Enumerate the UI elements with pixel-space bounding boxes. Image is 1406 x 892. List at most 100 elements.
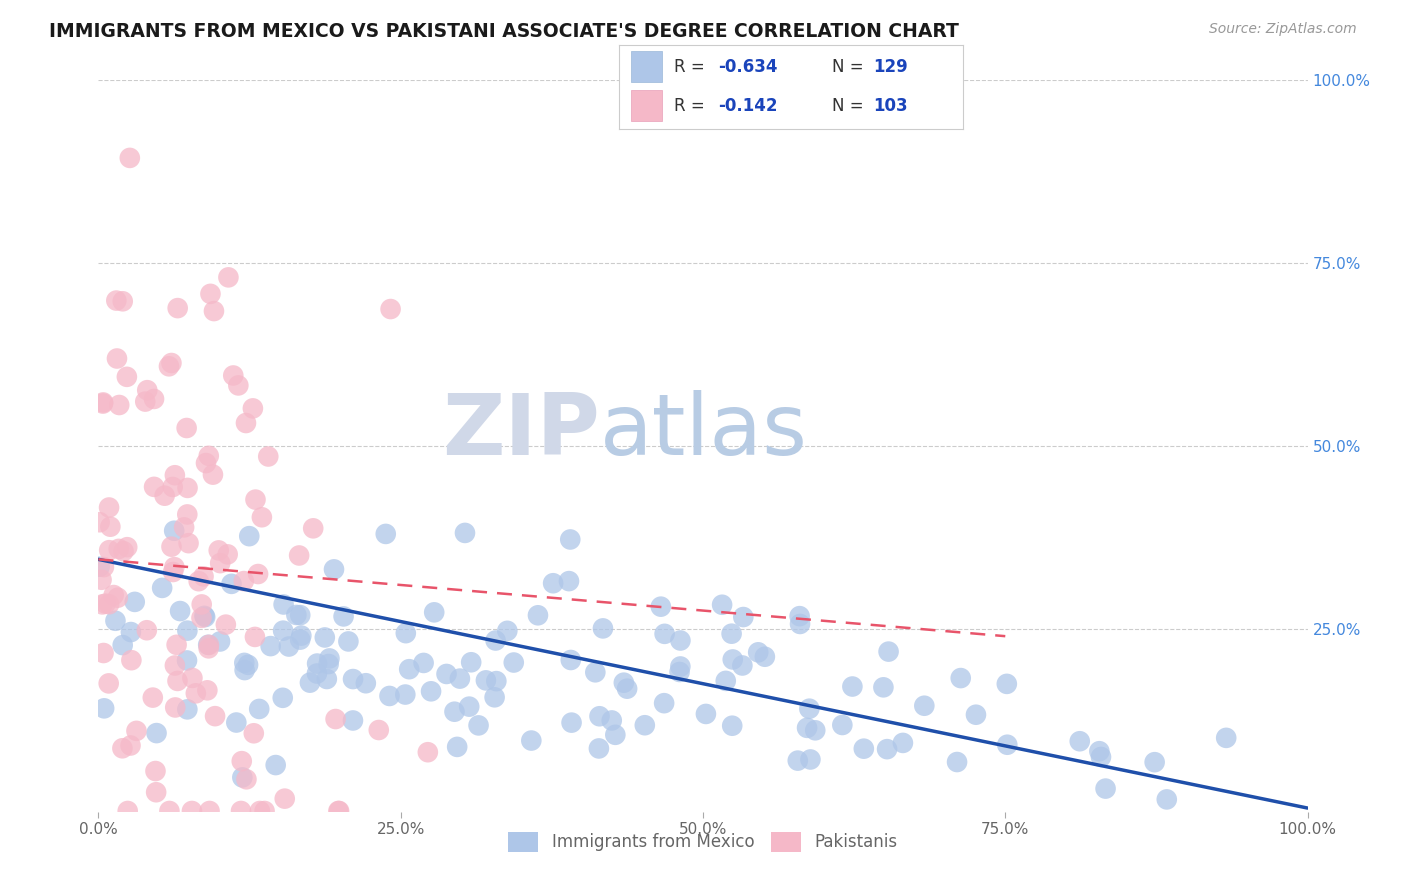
- Point: [337, 634, 360, 648]
- Point: [193, 569, 215, 583]
- Point: [249, 804, 271, 818]
- Point: [520, 733, 543, 747]
- Point: [613, 675, 636, 690]
- Point: [274, 791, 297, 805]
- Point: [416, 745, 439, 759]
- Point: [166, 673, 188, 688]
- Point: [163, 524, 186, 538]
- Point: [277, 640, 299, 654]
- Point: [380, 301, 402, 316]
- Point: [111, 294, 134, 309]
- Point: [374, 527, 396, 541]
- Point: [197, 641, 219, 656]
- Point: [150, 581, 173, 595]
- Point: [436, 667, 458, 681]
- Point: [484, 633, 506, 648]
- Point: [354, 676, 377, 690]
- Point: [198, 804, 221, 818]
- Point: [201, 467, 224, 482]
- Point: [165, 700, 187, 714]
- Point: [475, 673, 498, 688]
- Point: [159, 804, 181, 818]
- Legend: Immigrants from Mexico, Pakistanis: Immigrants from Mexico, Pakistanis: [502, 826, 904, 858]
- Point: [298, 675, 321, 690]
- Point: [107, 541, 129, 556]
- Point: [89, 559, 111, 574]
- Text: 129: 129: [873, 58, 908, 76]
- Point: [118, 151, 141, 165]
- Point: [669, 659, 692, 673]
- Text: atlas: atlas: [600, 390, 808, 473]
- Point: [250, 510, 273, 524]
- Point: [91, 396, 114, 410]
- Point: [1090, 750, 1112, 764]
- Point: [229, 804, 252, 818]
- Point: [163, 658, 186, 673]
- Point: [831, 718, 853, 732]
- Point: [198, 638, 221, 652]
- Point: [221, 577, 243, 591]
- Point: [342, 714, 364, 728]
- Point: [600, 714, 623, 728]
- Point: [588, 741, 610, 756]
- Point: [145, 764, 167, 778]
- Point: [394, 688, 416, 702]
- Point: [583, 665, 606, 680]
- Point: [242, 401, 264, 416]
- Point: [125, 723, 148, 738]
- Point: [872, 681, 894, 695]
- Point: [215, 617, 238, 632]
- Point: [257, 450, 280, 464]
- Point: [117, 804, 139, 818]
- Point: [652, 696, 675, 710]
- Point: [995, 677, 1018, 691]
- Point: [307, 657, 329, 671]
- Point: [103, 588, 125, 602]
- Point: [202, 304, 225, 318]
- Point: [204, 709, 226, 723]
- Point: [841, 680, 863, 694]
- Point: [173, 520, 195, 534]
- Point: [222, 368, 245, 383]
- Point: [169, 604, 191, 618]
- Point: [271, 624, 294, 638]
- Point: [247, 567, 270, 582]
- Point: [208, 543, 231, 558]
- Text: Source: ZipAtlas.com: Source: ZipAtlas.com: [1209, 22, 1357, 37]
- Point: [97, 676, 120, 690]
- Point: [605, 728, 627, 742]
- Point: [695, 706, 717, 721]
- Point: [496, 624, 519, 638]
- Point: [235, 772, 257, 787]
- Text: N =: N =: [832, 96, 869, 114]
- Point: [1088, 744, 1111, 758]
- Point: [799, 701, 821, 715]
- Point: [273, 598, 295, 612]
- Point: [243, 726, 266, 740]
- Point: [804, 723, 827, 738]
- Point: [209, 556, 232, 570]
- Point: [323, 562, 346, 576]
- Point: [187, 574, 209, 589]
- Point: [891, 736, 914, 750]
- Point: [395, 626, 418, 640]
- Point: [502, 656, 524, 670]
- Point: [120, 739, 142, 753]
- Point: [243, 630, 266, 644]
- Point: [541, 576, 564, 591]
- Point: [789, 609, 811, 624]
- Point: [460, 655, 482, 669]
- Point: [93, 701, 115, 715]
- Point: [91, 598, 114, 612]
- Point: [560, 533, 582, 547]
- Point: [157, 359, 180, 374]
- Point: [367, 723, 389, 737]
- Point: [91, 395, 114, 409]
- Point: [527, 608, 550, 623]
- Point: [747, 645, 769, 659]
- Point: [184, 686, 207, 700]
- Point: [259, 639, 281, 653]
- Point: [1069, 734, 1091, 748]
- Point: [176, 508, 198, 522]
- Point: [90, 573, 112, 587]
